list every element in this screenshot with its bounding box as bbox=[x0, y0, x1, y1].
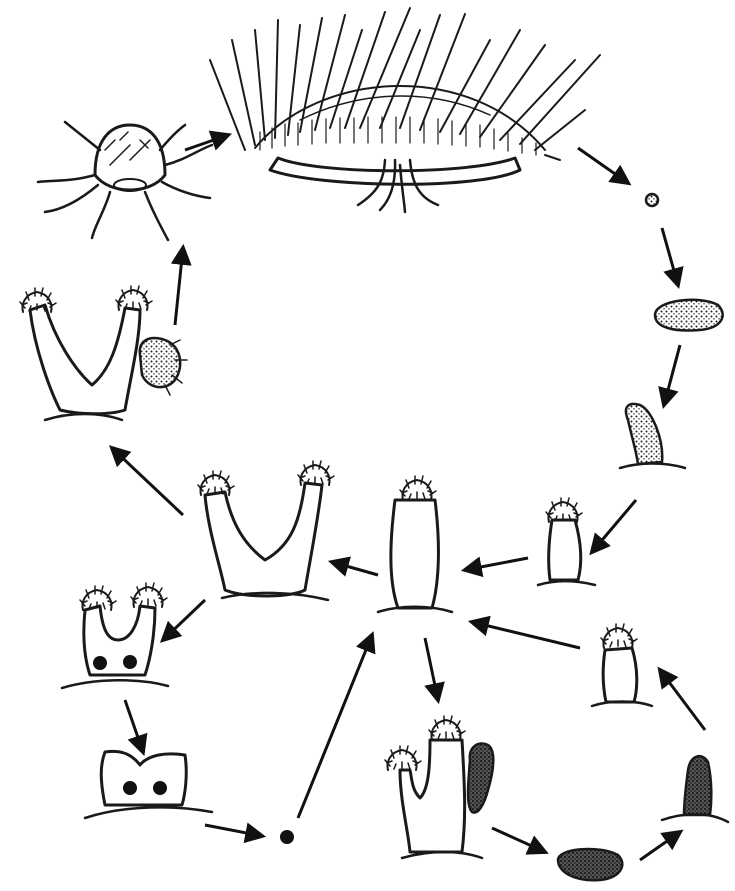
polyp-budding-medusa bbox=[19, 285, 188, 422]
polyp-with-bud bbox=[384, 715, 495, 860]
arrow-cyst-to-polyp bbox=[296, 631, 376, 819]
arrow-young-polyp-to-polyp bbox=[460, 556, 529, 578]
arrow-ephyra-to-medusa bbox=[184, 130, 232, 152]
arrow-polyp-to-budding-polyp bbox=[423, 637, 445, 705]
polyp bbox=[376, 475, 454, 614]
bud-settled bbox=[660, 754, 730, 824]
cyst bbox=[280, 830, 294, 844]
medusa-adult bbox=[209, 7, 601, 214]
arrow-podocyst-to-base bbox=[123, 699, 148, 756]
planula-free bbox=[653, 298, 724, 332]
arrow-medusa-to-egg bbox=[577, 146, 632, 186]
polyp-with-podocysts bbox=[60, 582, 170, 690]
cycle-arrows bbox=[108, 130, 707, 862]
arrow-egg-to-planula bbox=[660, 227, 684, 290]
planula-settled bbox=[618, 402, 687, 470]
arrow-settled-to-young-polyp bbox=[589, 499, 638, 556]
small-polyp bbox=[590, 623, 654, 708]
forked-polyp bbox=[197, 460, 335, 602]
arrow-planula-to-settled bbox=[658, 344, 682, 410]
arrow-forked-to-budding bbox=[108, 445, 185, 517]
egg bbox=[644, 192, 660, 208]
bud-free bbox=[556, 847, 624, 882]
arrow-base-to-cyst bbox=[204, 822, 267, 844]
arrow-small-polyp-to-polyp bbox=[467, 615, 581, 650]
young-polyp bbox=[536, 497, 597, 587]
young-medusa bbox=[36, 120, 214, 242]
arrow-forked-to-podocyst bbox=[159, 598, 207, 643]
podocyst-base bbox=[83, 749, 214, 820]
arrow-polyp-to-forked bbox=[327, 556, 379, 577]
arrow-bud-to-settled bbox=[639, 829, 684, 862]
arrow-budding-to-free-bud bbox=[491, 826, 549, 855]
arrow-settled-to-small-polyp bbox=[657, 666, 707, 731]
arrow-budding-to-ephyra bbox=[170, 243, 192, 326]
